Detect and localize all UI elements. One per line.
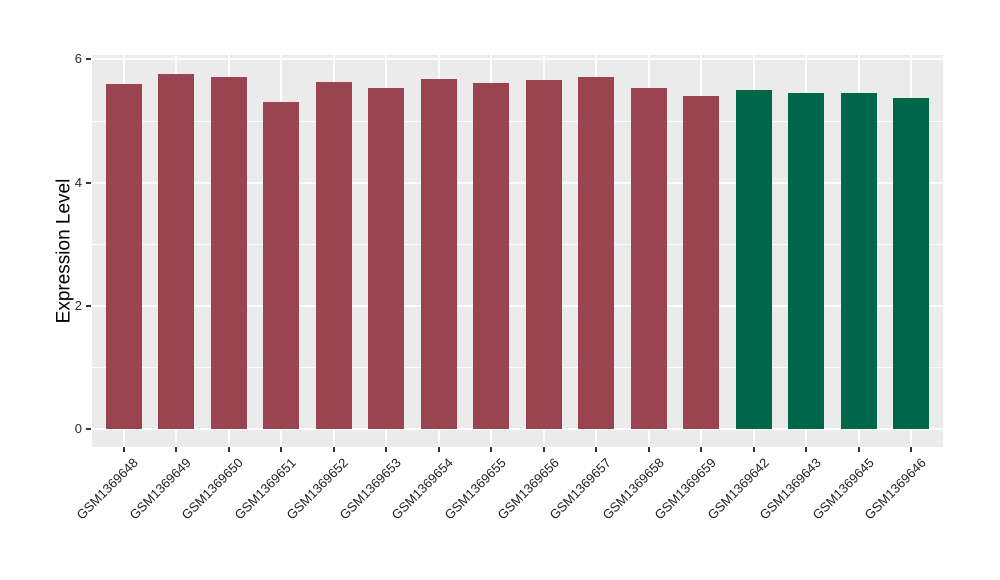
x-tick-mark — [700, 447, 703, 452]
major-gridline — [92, 304, 943, 307]
bar-GSM1369651 — [263, 101, 300, 429]
x-tick-mark — [647, 447, 650, 452]
x-tick-mark — [805, 447, 808, 452]
y-tick-mark — [86, 428, 91, 430]
minor-gridline — [92, 243, 943, 245]
y-tick-mark — [86, 58, 91, 61]
x-tick-mark — [490, 447, 493, 452]
bar-GSM1369659 — [683, 96, 720, 429]
bar-GSM1369650 — [210, 77, 247, 429]
x-tick-mark — [385, 447, 388, 452]
bar-GSM1369645 — [840, 92, 877, 429]
plot-panel — [92, 55, 943, 447]
x-tick-mark — [437, 447, 440, 452]
y-axis-title-wrap: Expression Level — [51, 55, 77, 447]
y-tick-mark — [86, 304, 91, 307]
x-tick-mark — [280, 447, 283, 452]
x-tick-mark — [332, 447, 335, 452]
major-gridline — [92, 428, 943, 430]
major-gridline — [92, 181, 943, 184]
x-tick-mark — [857, 447, 860, 452]
minor-gridline — [92, 120, 943, 122]
bar-GSM1369653 — [368, 88, 405, 429]
bar-GSM1369658 — [630, 88, 667, 429]
y-tick-label: 6 — [74, 51, 82, 67]
minor-gridline — [92, 366, 943, 368]
major-gridline — [92, 58, 943, 61]
bar-GSM1369643 — [788, 93, 825, 429]
bar-GSM1369657 — [578, 76, 615, 429]
x-tick-mark — [595, 447, 598, 452]
bar-GSM1369656 — [525, 80, 562, 429]
x-tick-mark — [752, 447, 755, 452]
bar-GSM1369654 — [420, 79, 457, 429]
y-tick-label: 4 — [74, 174, 82, 190]
x-tick-mark — [175, 447, 178, 452]
bar-GSM1369652 — [315, 81, 352, 429]
x-tick-mark — [910, 447, 913, 452]
y-tick-label: 2 — [74, 297, 82, 313]
y-tick-label: 0 — [74, 421, 82, 436]
bar-GSM1369642 — [735, 89, 772, 429]
x-tick-mark — [542, 447, 545, 452]
bar-GSM1369649 — [158, 73, 195, 429]
x-tick-mark — [227, 447, 230, 452]
x-tick-mark — [122, 447, 125, 452]
bar-GSM1369648 — [105, 84, 142, 429]
bar-GSM1369646 — [893, 98, 930, 429]
y-tick-mark — [86, 181, 91, 184]
bar-GSM1369655 — [473, 82, 510, 429]
